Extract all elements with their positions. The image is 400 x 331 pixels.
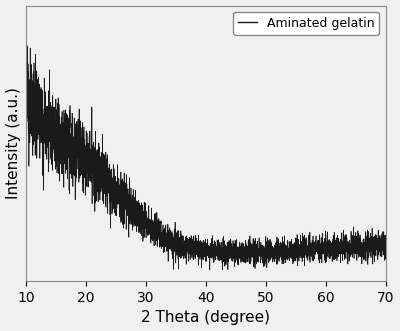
X-axis label: 2 Theta (degree): 2 Theta (degree): [142, 310, 270, 325]
Y-axis label: Intensity (a.u.): Intensity (a.u.): [6, 87, 20, 199]
Legend: Aminated gelatin: Aminated gelatin: [233, 12, 380, 35]
